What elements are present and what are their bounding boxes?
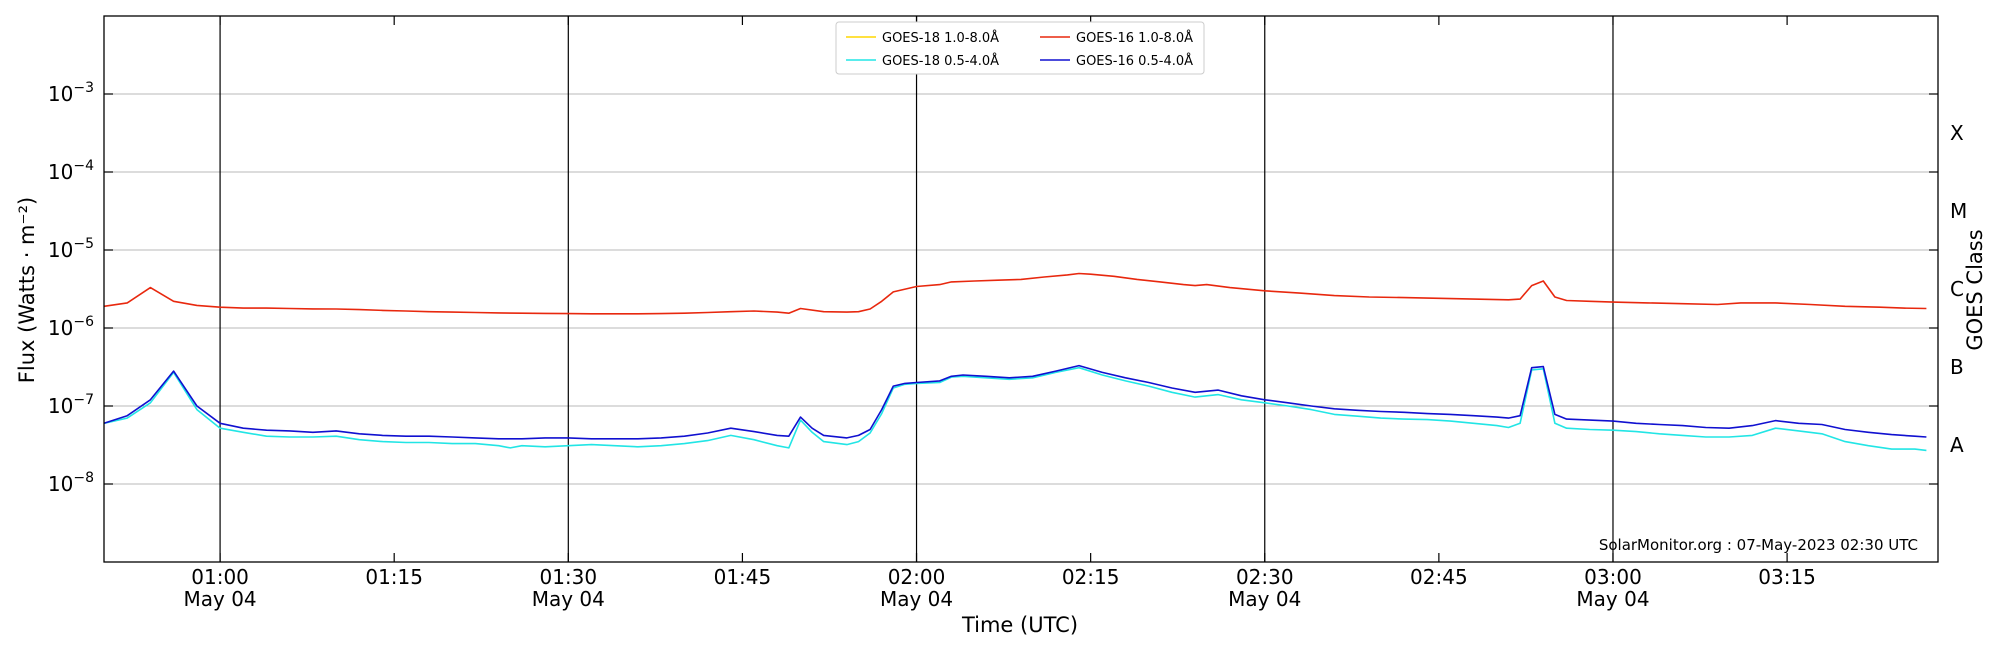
x-tick-label: 01:45 bbox=[714, 565, 772, 589]
y-tick-label: 10−7 bbox=[48, 392, 94, 418]
goes-class-labels: A B C M X bbox=[1950, 121, 1967, 457]
x-tick-date-label: May 04 bbox=[532, 587, 605, 611]
legend-label: GOES-18 1.0-8.0Å bbox=[882, 30, 999, 46]
goes-class-label: C bbox=[1950, 277, 1964, 301]
x-tick-date-label: May 04 bbox=[1576, 587, 1649, 611]
y-tick-label: 10−8 bbox=[48, 470, 94, 496]
series-lines bbox=[103, 272, 1927, 452]
y-tick-label: 10−4 bbox=[48, 158, 94, 184]
right-axis-title: GOES Class bbox=[1963, 229, 1987, 350]
y-tick-label: 10−5 bbox=[48, 236, 94, 262]
legend-label: GOES-18 0.5-4.0Å bbox=[882, 53, 999, 69]
chart-legend: GOES-18 1.0-8.0Å GOES-18 0.5-4.0Å GOES-16 … bbox=[835, 21, 1205, 75]
x-tick-label: 02:30 bbox=[1236, 565, 1294, 589]
goes-class-label: M bbox=[1950, 199, 1967, 223]
goes-class-label: X bbox=[1950, 121, 1964, 145]
day-marker-lines bbox=[219, 16, 1614, 562]
y-tick-label: 10−3 bbox=[48, 80, 94, 106]
source-annotation: SolarMonitor.org : 07-May-2023 02:30 UTC bbox=[1599, 536, 1918, 554]
y-axis-title: Flux (Watts · m⁻²) bbox=[15, 197, 39, 383]
grid-lines bbox=[104, 93, 1938, 485]
x-tick-date-label: May 04 bbox=[183, 587, 256, 611]
legend-box bbox=[835, 21, 1205, 75]
x-axis-title: Time (UTC) bbox=[961, 613, 1078, 637]
legend-label: GOES-16 1.0-8.0Å bbox=[1076, 30, 1193, 46]
goes-class-label: B bbox=[1950, 355, 1964, 379]
legend-label: GOES-16 0.5-4.0Å bbox=[1076, 53, 1193, 69]
x-tick-label: 02:45 bbox=[1410, 565, 1468, 589]
x-tick-label: 03:00 bbox=[1584, 565, 1642, 589]
series-line bbox=[103, 364, 1927, 440]
series-line bbox=[103, 366, 1927, 452]
y-tick-label: 10−6 bbox=[48, 314, 94, 340]
x-tick-label: 02:15 bbox=[1062, 565, 1120, 589]
x-tick-date-label: May 04 bbox=[880, 587, 953, 611]
x-tick-label: 02:00 bbox=[888, 565, 946, 589]
x-tick-label: 03:15 bbox=[1758, 565, 1816, 589]
x-tick-label: 01:00 bbox=[191, 565, 249, 589]
goes-class-label: A bbox=[1950, 433, 1964, 457]
x-tick-label: 01:30 bbox=[539, 565, 597, 589]
x-tick-label: 01:15 bbox=[365, 565, 423, 589]
plot-frame bbox=[103, 15, 1939, 563]
series-line bbox=[103, 272, 1927, 315]
x-tick-date-label: May 04 bbox=[1228, 587, 1301, 611]
